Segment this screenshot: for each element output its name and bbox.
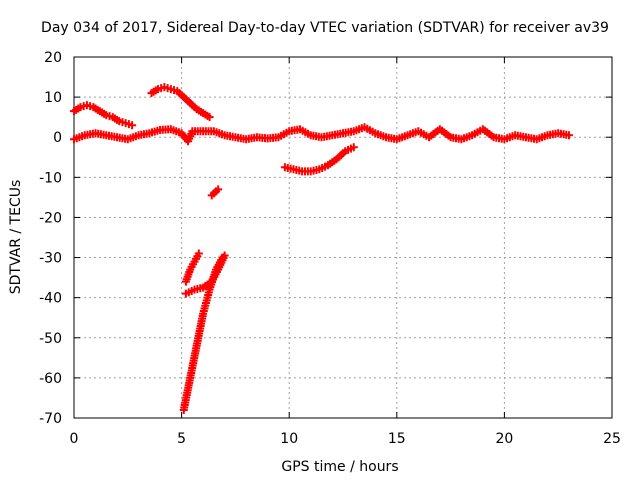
data-point (564, 131, 573, 140)
series-arc-knee (181, 251, 229, 298)
x-tick-label: 0 (70, 431, 79, 447)
series-arc-short-drop (207, 185, 223, 200)
x-tick-label: 20 (495, 431, 513, 447)
series-arc-spike (181, 249, 203, 286)
data-points (70, 83, 573, 414)
x-axis-title: GPS time / hours (281, 459, 398, 475)
plot-frame (73, 56, 613, 419)
chart-title: Day 034 of 2017, Sidereal Day-to-day VTE… (41, 20, 609, 36)
series-arc-main-zero (70, 123, 573, 146)
data-point (220, 251, 229, 260)
x-tick-label: 15 (388, 431, 406, 447)
x-tick-label: 10 (280, 431, 298, 447)
y-tick-label: -30 (39, 251, 62, 267)
series-arc-evening-dip (280, 143, 358, 176)
y-axis-title: SDTVAR / TECUs (8, 180, 24, 295)
data-point (194, 249, 203, 258)
y-tick-label: -70 (39, 411, 62, 427)
y-tick-label: 20 (44, 50, 62, 66)
data-point (349, 143, 358, 152)
series-arc-morning-hump (147, 83, 214, 122)
series-arc-early-high (70, 101, 137, 130)
y-tick-label: 0 (53, 130, 62, 146)
y-tick-label: -50 (39, 331, 62, 347)
y-tick-label: -20 (39, 210, 62, 226)
data-point (214, 185, 223, 194)
data-point (128, 121, 137, 130)
y-tick-label: -40 (39, 291, 62, 307)
y-tick-label: -10 (39, 170, 62, 186)
axis-ticks: 0 5 10 15 20 25 20 10 0 -10 -20 -30 -40 -50 -60 -70 (39, 50, 621, 447)
x-tick-label: 25 (603, 431, 621, 447)
grid (74, 57, 612, 418)
y-tick-label: 10 (44, 90, 62, 106)
data-point (205, 113, 214, 122)
x-tick-label: 5 (177, 431, 186, 447)
y-tick-label: -60 (39, 371, 62, 387)
